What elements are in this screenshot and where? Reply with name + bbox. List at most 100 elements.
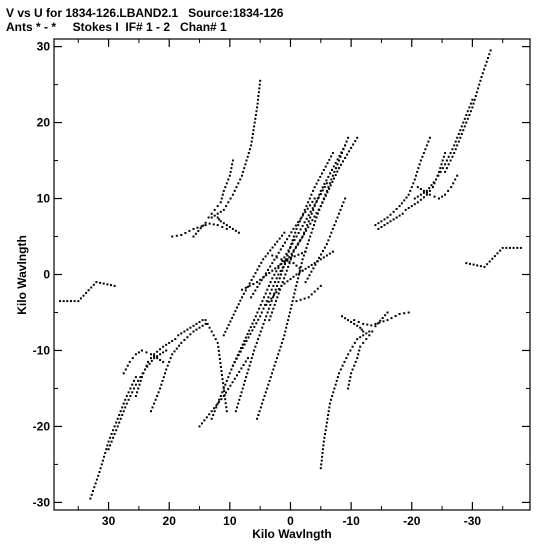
uv-point	[282, 338, 285, 341]
uv-point	[106, 283, 109, 286]
uv-point	[171, 340, 174, 342]
uv-point	[242, 292, 245, 295]
uv-point	[333, 224, 336, 227]
uv-point	[205, 416, 208, 419]
uv-point	[216, 205, 219, 208]
uv-point	[412, 182, 415, 185]
uv-point	[258, 87, 261, 90]
uv-point	[338, 167, 340, 170]
uv-point	[139, 376, 142, 379]
uv-point	[336, 216, 339, 219]
uv-point	[252, 283, 255, 285]
uv-point	[306, 243, 309, 246]
uv-point	[246, 333, 249, 336]
uv-point	[460, 133, 463, 135]
uv-point	[288, 262, 291, 265]
plot-frame	[53, 38, 531, 511]
uv-point	[124, 406, 127, 409]
uv-point	[310, 193, 313, 196]
uv-point	[323, 182, 326, 185]
uv-point	[237, 182, 240, 185]
uv-point	[90, 493, 93, 496]
uv-point	[332, 391, 335, 394]
uv-point	[319, 205, 322, 208]
uv-point	[325, 421, 328, 424]
uv-point	[342, 160, 344, 163]
uv-point	[195, 328, 198, 331]
uv-point	[405, 196, 408, 199]
uv-point	[425, 191, 428, 194]
uv-point	[310, 231, 313, 234]
uv-point	[110, 284, 112, 287]
uv-point	[285, 326, 288, 329]
uv-point	[419, 193, 422, 196]
uv-point	[227, 388, 230, 391]
uv-point	[441, 195, 444, 198]
uv-point	[320, 253, 323, 256]
uv-point	[472, 263, 475, 266]
uv-point	[261, 402, 264, 405]
uv-point	[295, 284, 298, 287]
uv-point	[284, 330, 287, 333]
uv-point	[287, 319, 290, 322]
uv-point	[153, 402, 156, 405]
uv-point	[430, 184, 433, 187]
uv-point	[287, 249, 290, 252]
uv-point	[183, 339, 186, 341]
uv-point	[244, 286, 247, 289]
uv-point	[286, 322, 289, 325]
uv-point	[212, 334, 215, 337]
uv-point	[248, 282, 251, 285]
uv-point	[377, 222, 380, 225]
uv-point	[244, 360, 247, 363]
uv-point	[297, 224, 300, 227]
uv-point	[251, 136, 254, 139]
uv-point	[435, 178, 437, 181]
uv-point	[228, 226, 231, 228]
uv-point	[428, 136, 431, 139]
uv-point	[287, 250, 290, 253]
uv-point	[313, 186, 316, 189]
uv-point	[273, 303, 276, 306]
uv-point	[168, 341, 171, 344]
uv-point	[250, 357, 253, 360]
uv-point	[226, 327, 229, 330]
uv-point	[221, 391, 224, 394]
uv-point	[266, 311, 269, 314]
uv-point	[347, 387, 350, 390]
uv-point	[273, 258, 276, 261]
uv-point	[231, 364, 234, 367]
uv-point	[201, 422, 203, 425]
uv-point	[289, 258, 292, 261]
uv-point	[156, 355, 159, 358]
y-tick-label: 20	[37, 116, 51, 130]
uv-point	[231, 381, 234, 384]
uv-point	[255, 110, 258, 113]
uv-point	[285, 269, 288, 272]
uv-point	[283, 334, 286, 337]
uv-point	[331, 152, 334, 154]
uv-point	[256, 102, 259, 105]
uv-point	[85, 291, 88, 294]
x-tick-label: -10	[342, 514, 360, 528]
uv-point	[472, 102, 475, 105]
uv-point	[194, 232, 197, 235]
uv-point	[245, 340, 248, 342]
uv-point	[280, 341, 283, 344]
uv-point	[307, 265, 310, 268]
uv-point	[245, 159, 248, 162]
uv-point	[290, 252, 293, 255]
uv-point	[463, 117, 466, 120]
uv-point	[280, 273, 282, 276]
uv-point	[222, 189, 225, 192]
uv-point	[311, 219, 314, 222]
uv-point	[156, 357, 159, 360]
uv-point	[99, 281, 102, 284]
uv-point	[315, 216, 318, 219]
uv-point	[457, 133, 460, 135]
uv-point	[121, 406, 124, 409]
uv-point	[283, 231, 286, 234]
uv-point	[259, 79, 262, 82]
uv-point	[233, 189, 236, 192]
uv-point	[425, 189, 428, 192]
